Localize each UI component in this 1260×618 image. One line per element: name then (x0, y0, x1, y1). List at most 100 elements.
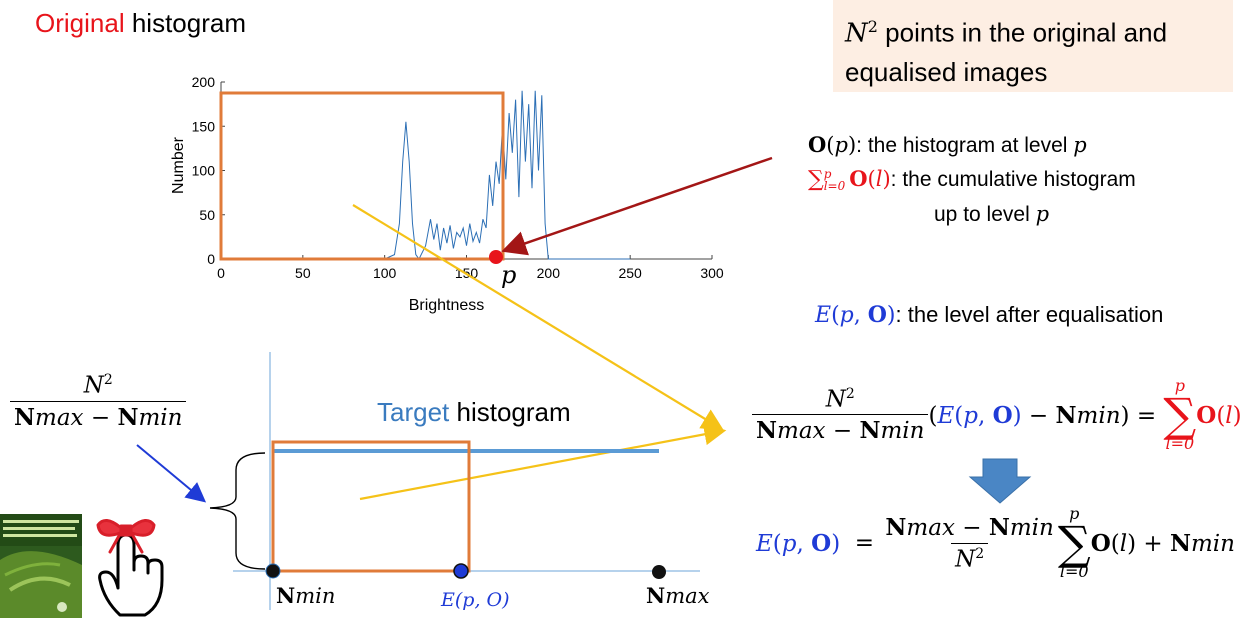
e2-max: max (906, 514, 955, 541)
e2-o: O (811, 529, 832, 557)
yellow-arrow-1 (352, 204, 724, 431)
p-symbol: p (834, 133, 848, 157)
p-marker-dot (489, 250, 503, 264)
e2-o2: O (1090, 529, 1111, 557)
original-word: Original (35, 8, 125, 38)
lf-n: N (83, 372, 104, 399)
yellow-arrow-2 (359, 423, 727, 501)
e2-n1: N (885, 513, 907, 541)
n-square: 2 (867, 17, 878, 36)
nmax-text: max (665, 584, 710, 608)
def-o-text: : the histogram at level (856, 134, 1074, 157)
e-axis-label: E(p, O) (441, 589, 510, 611)
sum-upper: p (823, 167, 832, 182)
target-hist-word: histogram (456, 397, 571, 427)
e2-n2: N (988, 513, 1010, 541)
x-tick-label: 200 (537, 265, 561, 281)
sum-lower: l=0 (823, 179, 846, 194)
e2-p: p (781, 530, 797, 557)
target-orange-rect (271, 440, 471, 573)
x-tick-label: 300 (700, 265, 724, 281)
e-p: p (839, 303, 854, 328)
def-cum-text: : the cumulative histogram (890, 168, 1136, 191)
def-e-text: : the level after equalisation (895, 302, 1164, 327)
e1-minus2: − (1028, 402, 1049, 429)
e1-l: l (1225, 402, 1233, 429)
lf-n1: N (14, 403, 36, 431)
histogram-series-line (221, 90, 631, 260)
x-tick-label: 0 (217, 265, 225, 281)
x-tick-label: 50 (295, 265, 311, 281)
e1-sum: ∑ (1163, 388, 1197, 442)
histogram-word: histogram (131, 8, 246, 38)
y-tick-label: 200 (192, 74, 216, 90)
o-symbol: O (808, 132, 827, 157)
sum-symbol-small: ∑ (808, 167, 824, 192)
lf-min: min (138, 404, 183, 431)
y-tick-label: 150 (192, 118, 216, 134)
note-line1: points in the original and (877, 17, 1168, 48)
down-arrow-icon (968, 458, 1032, 504)
nmin-label: Nmin (276, 583, 335, 608)
finger-ribbon-icon (96, 519, 164, 617)
chart-xlabel: Brightness (409, 297, 485, 314)
n-symbol: N (845, 18, 868, 49)
e1-n: N (825, 386, 846, 413)
target-word: Target (377, 397, 450, 427)
note-line2: equalised images (845, 56, 1048, 87)
darkred-arrow (501, 156, 773, 256)
l-symbol: l (875, 167, 883, 191)
note-box: N2 points in the original and equalised … (833, 0, 1233, 92)
equation-1: N2 Nmax − Nmin (E(p, O) − Nmin) = p ∑ l=0 O… (752, 378, 1242, 452)
e2-sigma: p ∑ l=0 (1058, 506, 1091, 580)
e2-n: N (955, 546, 976, 573)
e1-o: O (992, 401, 1013, 429)
p-marker-label: p (501, 261, 516, 289)
e1-n1: N (756, 417, 778, 445)
original-histogram-chart: 050100150200250300050100150200 Brightnes… (170, 74, 724, 314)
e-dot (453, 563, 469, 579)
e2-sum-upper: p (1069, 504, 1080, 523)
nmax-label: Nmax (646, 583, 709, 608)
def-o: O(p): the histogram at level p (808, 132, 1087, 157)
e2-equals: = (854, 530, 875, 556)
lf-n2: N (117, 403, 139, 431)
x-tick-label: 100 (373, 265, 397, 281)
equation-2: E(p, O) = Nmax − Nmin N2 p ∑ l=0 O(l) + Nmi… (756, 504, 1235, 581)
left-brace (209, 452, 266, 570)
book-cover-icon (0, 514, 82, 618)
e-symbol: E (815, 303, 832, 328)
nmin-dot (265, 563, 281, 579)
nmax-n: N (646, 583, 666, 608)
p-symbol-2: p (1073, 133, 1087, 157)
def-cumulative: ∑ p l=0 O(l): the cumulative histogram (808, 166, 1136, 194)
x-tick-label: 250 (618, 265, 642, 281)
e2-l: l (1119, 530, 1128, 557)
def-cumulative-2: up to level p (934, 202, 1049, 227)
target-histogram-title: Target histogram (377, 397, 571, 428)
def-e: E(p, O): the level after equalisation (815, 302, 1164, 328)
e2-min2: min (1191, 530, 1235, 557)
nmin-n: N (276, 583, 296, 608)
chart-axes (220, 82, 712, 260)
p-symbol-3: p (1035, 202, 1050, 226)
e1-e: E (937, 402, 955, 429)
lf-minus: − (90, 404, 111, 431)
e-o: O (867, 302, 887, 328)
e2-sum-lower: l=0 (1059, 562, 1089, 581)
y-tick-label: 100 (192, 163, 216, 179)
blue-arrow (136, 444, 207, 503)
lf-max: max (35, 404, 84, 431)
e1-min: min (880, 418, 925, 445)
y-tick-label: 50 (199, 207, 215, 223)
original-orange-rect (219, 91, 505, 261)
e1-min2: min (1076, 402, 1121, 429)
e1-n2: N (859, 417, 881, 445)
nmin-text: min (295, 584, 336, 608)
e1-sigma: p ∑ l=0 (1163, 378, 1196, 452)
e2-e: E (756, 530, 773, 557)
e1-equals: = (1136, 402, 1157, 429)
original-histogram-title: Original histogram (35, 8, 246, 39)
e1-max: max (777, 418, 826, 445)
